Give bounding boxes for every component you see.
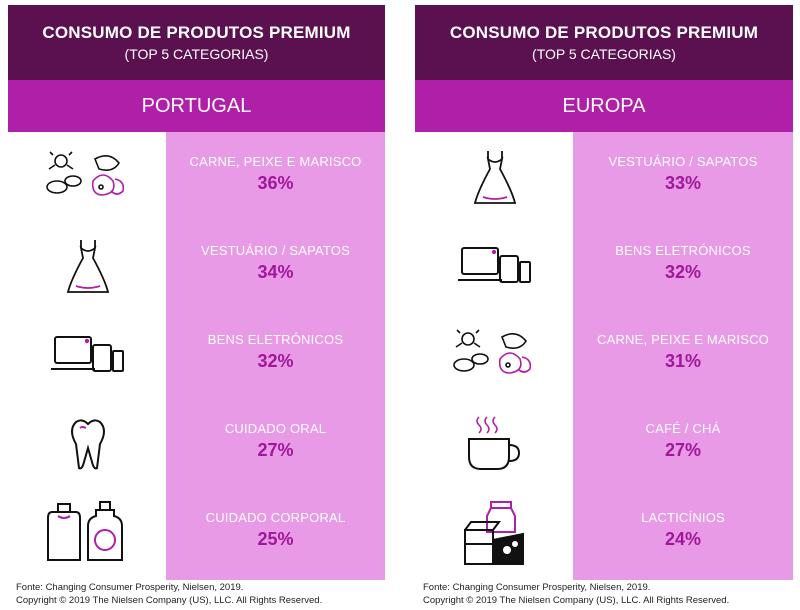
portugal-panel: CONSUMO DE PRODUTOS PREMIUM (TOP 5 CATEG… — [8, 5, 385, 580]
panel-header: CONSUMO DE PRODUTOS PREMIUM (TOP 5 CATEG… — [415, 5, 793, 80]
category-row: BENS ELETRÓNICOS 32% — [415, 221, 793, 310]
category-value: 25% — [257, 529, 294, 549]
category-value: 33% — [664, 173, 702, 193]
value-panel — [573, 132, 793, 580]
dress-icon — [38, 221, 138, 310]
category-label: CARNE, PEIXE E MARISCO — [597, 332, 769, 347]
footer: Fonte: Changing Consumer Prosperity, Nie… — [16, 581, 322, 607]
category-value: 32% — [664, 262, 702, 282]
category-row: VESTUÁRIO / SAPATOS 33% — [415, 132, 793, 221]
panel-header: CONSUMO DE PRODUTOS PREMIUM (TOP 5 CATEG… — [8, 5, 385, 80]
category-label: CARNE, PEIXE E MARISCO — [189, 154, 362, 169]
category-label: CUIDADO ORAL — [224, 421, 327, 436]
category-row: CUIDADO ORAL 27% — [8, 399, 385, 488]
food-icon — [38, 132, 138, 221]
category-value: 36% — [257, 173, 294, 193]
europa-panel: CONSUMO DE PRODUTOS PREMIUM (TOP 5 CATEG… — [415, 5, 793, 580]
footer: Fonte: Changing Consumer Prosperity, Nie… — [423, 581, 729, 607]
category-value: 27% — [664, 440, 702, 460]
category-label: VESTUÁRIO / SAPATOS — [200, 243, 350, 258]
category-row: CAFÉ / CHÁ 27% — [415, 399, 793, 488]
category-row: VESTUÁRIO / SAPATOS 34% — [8, 221, 385, 310]
category-row: CARNE, PEIXE E MARISCO 36% — [8, 132, 385, 221]
panel-subtitle: (TOP 5 CATEGORIAS) — [124, 46, 269, 62]
food-icon — [445, 310, 545, 399]
dress-icon — [445, 132, 545, 221]
panel-title: CONSUMO DE PRODUTOS PREMIUM — [42, 23, 351, 42]
category-label: VESTUÁRIO / SAPATOS — [608, 154, 758, 169]
category-label: BENS ELETRÓNICOS — [207, 332, 344, 347]
category-value: 31% — [664, 351, 702, 371]
coffee-icon — [445, 399, 545, 488]
category-row: CARNE, PEIXE E MARISCO 31% — [415, 310, 793, 399]
category-value: 32% — [257, 351, 294, 371]
region-label: PORTUGAL — [8, 80, 385, 132]
dairy-icon — [445, 488, 545, 577]
electronics-icon — [38, 310, 138, 399]
category-value: 24% — [664, 529, 702, 549]
category-value: 34% — [257, 262, 294, 282]
category-row: BENS ELETRÓNICOS 32% — [8, 310, 385, 399]
source-note: Fonte: Changing Consumer Prosperity, Nie… — [423, 582, 651, 593]
category-label: LACTICÍNIOS — [641, 510, 725, 525]
category-label: BENS ELETRÓNICOS — [615, 243, 751, 258]
category-row: CUIDADO CORPORAL 25% — [8, 488, 385, 577]
category-value: 27% — [257, 440, 294, 460]
category-list: CARNE, PEIXE E MARISCO 36% VESTUÁRIO / S… — [8, 132, 385, 580]
copyright-note: Copyright © 2019 The Nielsen Company (US… — [423, 595, 730, 606]
value-panel — [166, 132, 385, 580]
category-row: LACTICÍNIOS 24% — [415, 488, 793, 577]
tooth-icon — [38, 399, 138, 488]
electronics-icon — [445, 221, 545, 310]
category-label: CUIDADO CORPORAL — [205, 510, 346, 525]
panel-subtitle: (TOP 5 CATEGORIAS) — [532, 46, 676, 62]
copyright-note: Copyright © 2019 The Nielsen Company (US… — [16, 595, 323, 606]
bottles-icon — [38, 488, 138, 577]
category-list: VESTUÁRIO / SAPATOS 33% BENS ELETRÓNICOS… — [415, 132, 793, 580]
region-label: EUROPA — [415, 80, 793, 132]
source-note: Fonte: Changing Consumer Prosperity, Nie… — [16, 582, 244, 593]
panel-title: CONSUMO DE PRODUTOS PREMIUM — [449, 23, 759, 42]
category-label: CAFÉ / CHÁ — [645, 421, 721, 436]
